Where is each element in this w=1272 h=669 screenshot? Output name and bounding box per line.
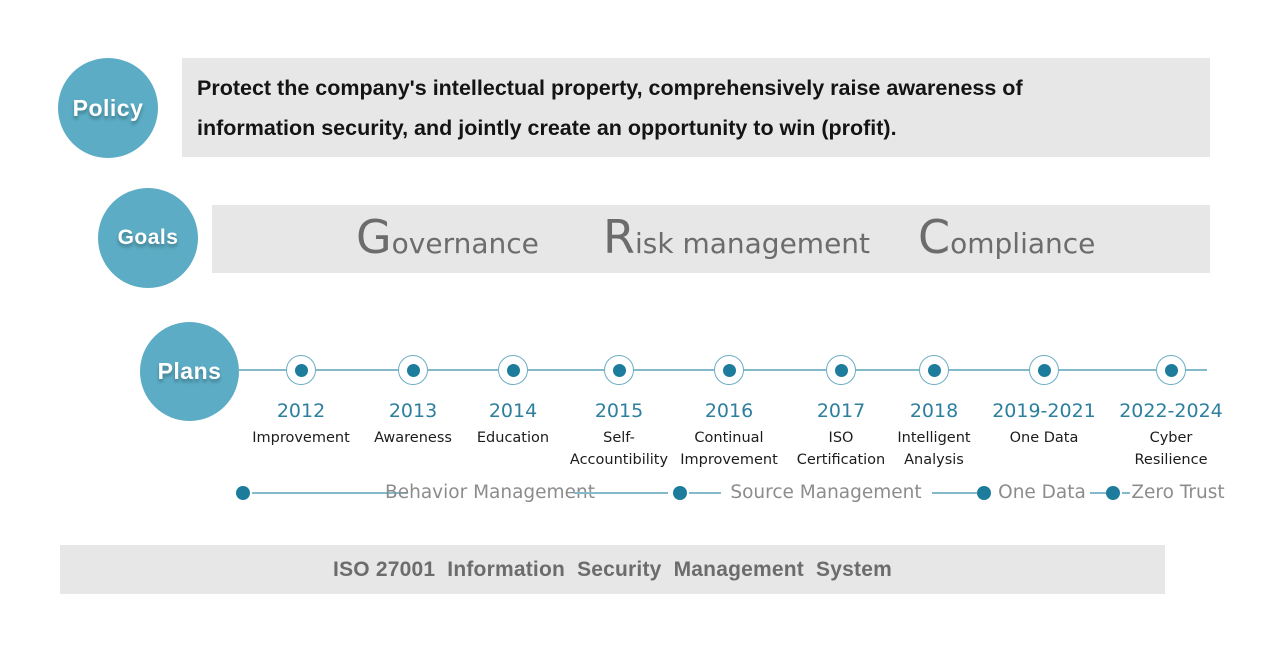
timeline-node-dot-icon xyxy=(722,363,736,377)
phase-line xyxy=(1090,492,1106,494)
milestone-2018: 2018 Intelligent Analysis xyxy=(859,355,1009,471)
timeline-node-icon xyxy=(398,355,428,385)
milestone-2013: 2013 Awareness xyxy=(338,355,488,449)
milestone-year: 2015 xyxy=(594,400,644,422)
milestone-2019-2021: 2019-2021 One Data xyxy=(969,355,1119,449)
milestone-label: ISO Certification xyxy=(796,430,886,468)
milestone-year: 2022-2024 xyxy=(1119,400,1223,422)
timeline-node-dot-icon xyxy=(406,363,420,377)
milestone-label: Awareness xyxy=(374,430,452,446)
phase-line xyxy=(932,492,977,494)
phase-zero-trust: Zero Trust xyxy=(1131,482,1225,503)
goal-governance-rest: overnance xyxy=(391,227,539,260)
goal-compliance-rest: ompliance xyxy=(950,227,1096,260)
phase-line xyxy=(252,492,408,494)
milestone-label: Intelligent Analysis xyxy=(897,430,971,468)
timeline-node-dot-icon xyxy=(612,363,626,377)
milestone-2014: 2014 Education xyxy=(438,355,588,449)
timeline-node-icon xyxy=(826,355,856,385)
phase-dot-icon xyxy=(236,486,250,500)
phase-dot-icon xyxy=(1106,486,1120,500)
phase-one-data: One Data xyxy=(998,482,1086,503)
goal-governance: Governance xyxy=(356,210,539,264)
phase-line xyxy=(689,492,721,494)
goals-panel: Governance Risk management Compliance xyxy=(212,205,1210,273)
milestone-year: 2013 xyxy=(388,400,438,422)
milestone-2015: 2015 Self- Accountibility xyxy=(544,355,694,471)
phase-line xyxy=(1122,492,1130,494)
timeline-node-icon xyxy=(286,355,316,385)
policy-statement-line2: information security, and jointly create… xyxy=(197,116,897,140)
goals-bubble-label: Goals xyxy=(117,226,179,249)
plans-bubble: Plans xyxy=(140,322,239,421)
phase-line xyxy=(574,492,668,494)
timeline-node-dot-icon xyxy=(1164,363,1178,377)
timeline-node-icon xyxy=(919,355,949,385)
milestone-label: One Data xyxy=(1009,430,1079,446)
milestone-year: 2016 xyxy=(704,400,754,422)
timeline-node-icon xyxy=(604,355,634,385)
phase-behavior-management: Behavior Management xyxy=(385,482,595,503)
plans-bubble-label: Plans xyxy=(157,358,222,384)
milestone-label: Education xyxy=(476,430,550,446)
milestone-2017: 2017 ISO Certification xyxy=(766,355,916,471)
timeline-node-icon xyxy=(1156,355,1186,385)
milestone-label: Self- Accountibility xyxy=(569,430,669,468)
footer-banner: ISO 27001 Information Security Managemen… xyxy=(60,545,1165,594)
milestone-2012: 2012 Improvement xyxy=(226,355,376,449)
timeline-node-icon xyxy=(714,355,744,385)
timeline-node-dot-icon xyxy=(834,363,848,377)
footer-banner-text: ISO 27001 Information Security Managemen… xyxy=(333,557,892,581)
milestone-year: 2018 xyxy=(909,400,959,422)
policy-statement-line1: Protect the company's intellectual prope… xyxy=(197,76,1023,100)
phase-source-management: Source Management xyxy=(730,482,922,503)
milestone-2016: 2016 Continual Improvement xyxy=(654,355,804,471)
goal-compliance: Compliance xyxy=(918,210,1095,264)
milestone-year: 2017 xyxy=(816,400,866,422)
timeline-node-icon xyxy=(498,355,528,385)
milestone-label: Improvement xyxy=(252,430,350,446)
policy-panel: Protect the company's intellectual prope… xyxy=(182,58,1210,157)
goal-risk-rest: isk management xyxy=(634,227,871,260)
policy-bubble-label: Policy xyxy=(72,94,144,121)
policy-statement: Protect the company's intellectual prope… xyxy=(182,58,1210,148)
milestone-label: Cyber Resilience xyxy=(1134,430,1208,468)
milestone-label: Continual Improvement xyxy=(680,430,778,468)
goals-bubble: Goals xyxy=(98,188,198,288)
phase-dot-icon xyxy=(673,486,687,500)
milestone-2022-2024: 2022-2024 Cyber Resilience xyxy=(1096,355,1246,471)
milestone-year: 2012 xyxy=(276,400,326,422)
goal-governance-initial: G xyxy=(356,210,392,264)
phase-dot-icon xyxy=(977,486,991,500)
timeline-node-icon xyxy=(1029,355,1059,385)
milestone-year: 2019-2021 xyxy=(992,400,1096,422)
goal-risk-management: Risk management xyxy=(603,210,870,264)
timeline-node-dot-icon xyxy=(1037,363,1051,377)
goal-risk-initial: R xyxy=(603,210,635,264)
timeline-node-dot-icon xyxy=(927,363,941,377)
goal-compliance-initial: C xyxy=(918,210,951,264)
policy-bubble: Policy xyxy=(58,58,158,158)
milestone-year: 2014 xyxy=(488,400,538,422)
timeline-node-dot-icon xyxy=(506,363,520,377)
timeline-node-dot-icon xyxy=(294,363,308,377)
